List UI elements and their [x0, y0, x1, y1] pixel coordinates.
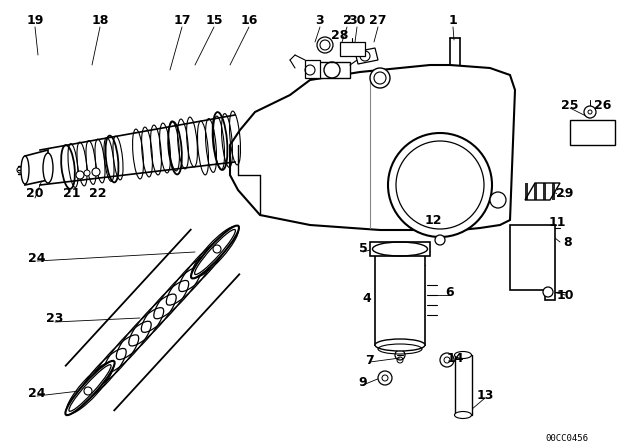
Text: 15: 15: [205, 13, 223, 26]
Polygon shape: [305, 60, 320, 78]
Text: 11: 11: [548, 215, 566, 228]
Text: 23: 23: [46, 311, 64, 324]
Text: 10: 10: [556, 289, 573, 302]
Polygon shape: [355, 48, 378, 64]
Ellipse shape: [43, 153, 53, 183]
Polygon shape: [557, 183, 559, 200]
Text: 12: 12: [424, 214, 442, 227]
Text: 28: 28: [332, 29, 349, 42]
Polygon shape: [538, 183, 541, 200]
Text: 26: 26: [595, 99, 612, 112]
Text: 29: 29: [556, 186, 573, 199]
Circle shape: [378, 371, 392, 385]
Polygon shape: [340, 42, 365, 56]
Polygon shape: [570, 120, 615, 145]
Circle shape: [92, 168, 100, 176]
Polygon shape: [230, 65, 515, 230]
Text: 2: 2: [342, 13, 351, 26]
Circle shape: [490, 192, 506, 208]
Text: 13: 13: [476, 388, 493, 401]
Ellipse shape: [191, 226, 239, 278]
Polygon shape: [370, 242, 430, 256]
Ellipse shape: [454, 352, 472, 358]
Polygon shape: [534, 183, 537, 200]
Text: 25: 25: [561, 99, 579, 112]
Text: 17: 17: [173, 13, 191, 26]
Text: 24: 24: [28, 387, 45, 400]
Circle shape: [584, 106, 596, 118]
Polygon shape: [315, 62, 350, 78]
Ellipse shape: [454, 412, 472, 418]
Polygon shape: [529, 183, 532, 200]
Text: 4: 4: [363, 292, 371, 305]
Polygon shape: [547, 183, 550, 200]
Text: 1: 1: [449, 13, 458, 26]
Text: 8: 8: [564, 236, 572, 249]
Polygon shape: [455, 355, 472, 415]
Polygon shape: [552, 183, 555, 200]
Circle shape: [440, 353, 454, 367]
Polygon shape: [543, 183, 546, 200]
Text: 21: 21: [63, 186, 81, 199]
Polygon shape: [375, 255, 425, 345]
Circle shape: [84, 170, 90, 176]
Circle shape: [213, 245, 221, 253]
Polygon shape: [25, 150, 48, 185]
Text: 27: 27: [369, 13, 387, 26]
Text: 5: 5: [358, 241, 367, 254]
Circle shape: [388, 133, 492, 237]
Circle shape: [370, 68, 390, 88]
Text: 18: 18: [92, 13, 109, 26]
Text: 7: 7: [365, 353, 374, 366]
Text: 19: 19: [26, 13, 44, 26]
Polygon shape: [510, 225, 555, 300]
Text: 24: 24: [28, 251, 45, 264]
Circle shape: [84, 387, 92, 395]
Text: 22: 22: [89, 186, 107, 199]
Text: 30: 30: [348, 13, 365, 26]
Text: 00CC0456: 00CC0456: [545, 434, 588, 443]
Text: 9: 9: [358, 375, 367, 388]
Ellipse shape: [21, 156, 29, 184]
Text: 3: 3: [316, 13, 324, 26]
Text: 16: 16: [240, 13, 258, 26]
Ellipse shape: [375, 339, 425, 351]
Circle shape: [76, 171, 84, 179]
Polygon shape: [525, 183, 528, 200]
Ellipse shape: [65, 361, 115, 415]
Circle shape: [435, 235, 445, 245]
Circle shape: [543, 287, 553, 297]
Text: 6: 6: [445, 285, 454, 298]
Text: 14: 14: [446, 352, 464, 365]
Text: 20: 20: [26, 186, 44, 199]
